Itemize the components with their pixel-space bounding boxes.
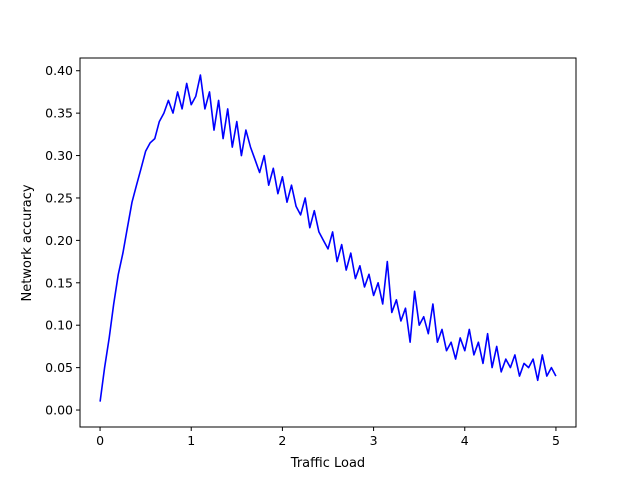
y-tick-label: 0.30 (45, 148, 73, 163)
y-tick-label: 0.10 (45, 318, 73, 333)
y-tick-label: 0.05 (45, 360, 73, 375)
x-tick-label: 0 (96, 433, 104, 448)
plot-area (79, 57, 577, 428)
x-tick-label: 3 (370, 433, 378, 448)
x-tick-label: 1 (187, 433, 195, 448)
y-tick-label: 0.15 (45, 275, 73, 290)
y-tick-label: 0.40 (45, 63, 73, 78)
y-tick-label: 0.35 (45, 106, 73, 121)
y-tick-label: 0.25 (45, 190, 73, 205)
x-axis-ticks: 0 1 2 3 4 5 (96, 427, 560, 448)
y-tick-label: 0.20 (45, 233, 73, 248)
x-axis-label: Traffic Load (290, 456, 365, 471)
y-axis-ticks: 0.00 0.05 0.10 0.15 0.20 0.25 0.30 0.35 0.40 (45, 63, 80, 418)
x-tick-label: 5 (552, 433, 560, 448)
series-line-0 (99, 74, 557, 402)
x-tick-label: 2 (278, 433, 286, 448)
y-axis-label: Network accuracy (20, 184, 35, 301)
y-tick-label: 0.00 (45, 403, 73, 418)
plot-frame (79, 57, 577, 428)
series-layer (99, 74, 557, 402)
x-tick-label: 4 (461, 433, 469, 448)
